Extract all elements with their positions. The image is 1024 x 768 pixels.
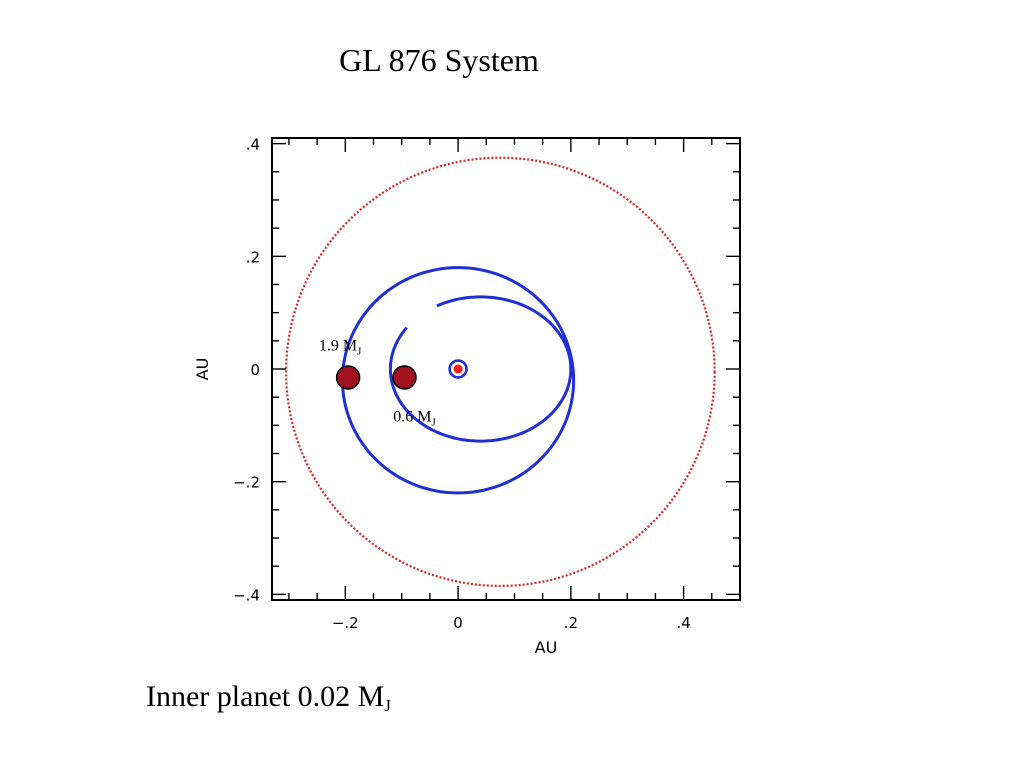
x-tick-label: −.2 — [332, 614, 359, 632]
caption: Inner planet 0.02 MJ — [146, 680, 391, 716]
x-axis-title: AU — [535, 638, 558, 657]
x-tick-label: 0 — [453, 614, 463, 632]
planet-label: 0.6 MJ — [393, 408, 436, 428]
caption-subscript: J — [384, 696, 391, 715]
axis-ticks — [272, 138, 741, 600]
outer-orbit-circle — [284, 156, 716, 588]
y-tick-label: −.4 — [233, 586, 260, 604]
star-marker — [453, 364, 463, 374]
x-tick-label: .4 — [676, 614, 690, 632]
y-axis-title: AU — [193, 358, 212, 381]
x-tick-label: .2 — [564, 614, 578, 632]
planet-label-main: 1.9 M — [319, 337, 357, 354]
inner-planet-orbit — [448, 359, 468, 379]
planet-label-subscript: J — [357, 345, 362, 357]
orbit-marks — [284, 156, 716, 588]
y-tick-label: .2 — [246, 248, 260, 266]
planet-label: 1.9 MJ — [319, 337, 362, 357]
outer-planet-orbit — [341, 266, 576, 495]
planet-label-main: 0.6 M — [393, 408, 431, 425]
y-tick-label: −.2 — [233, 474, 260, 492]
y-tick-label: 0 — [250, 361, 260, 379]
planet-marker — [392, 365, 417, 390]
slide-title: GL 876 System — [339, 42, 539, 78]
caption-text: Inner planet 0.02 M — [146, 680, 385, 713]
planet-marker — [335, 365, 361, 390]
planet-label-subscript: J — [431, 416, 436, 428]
y-tick-label: .4 — [246, 136, 260, 154]
middle-planet-orbit — [388, 295, 573, 443]
